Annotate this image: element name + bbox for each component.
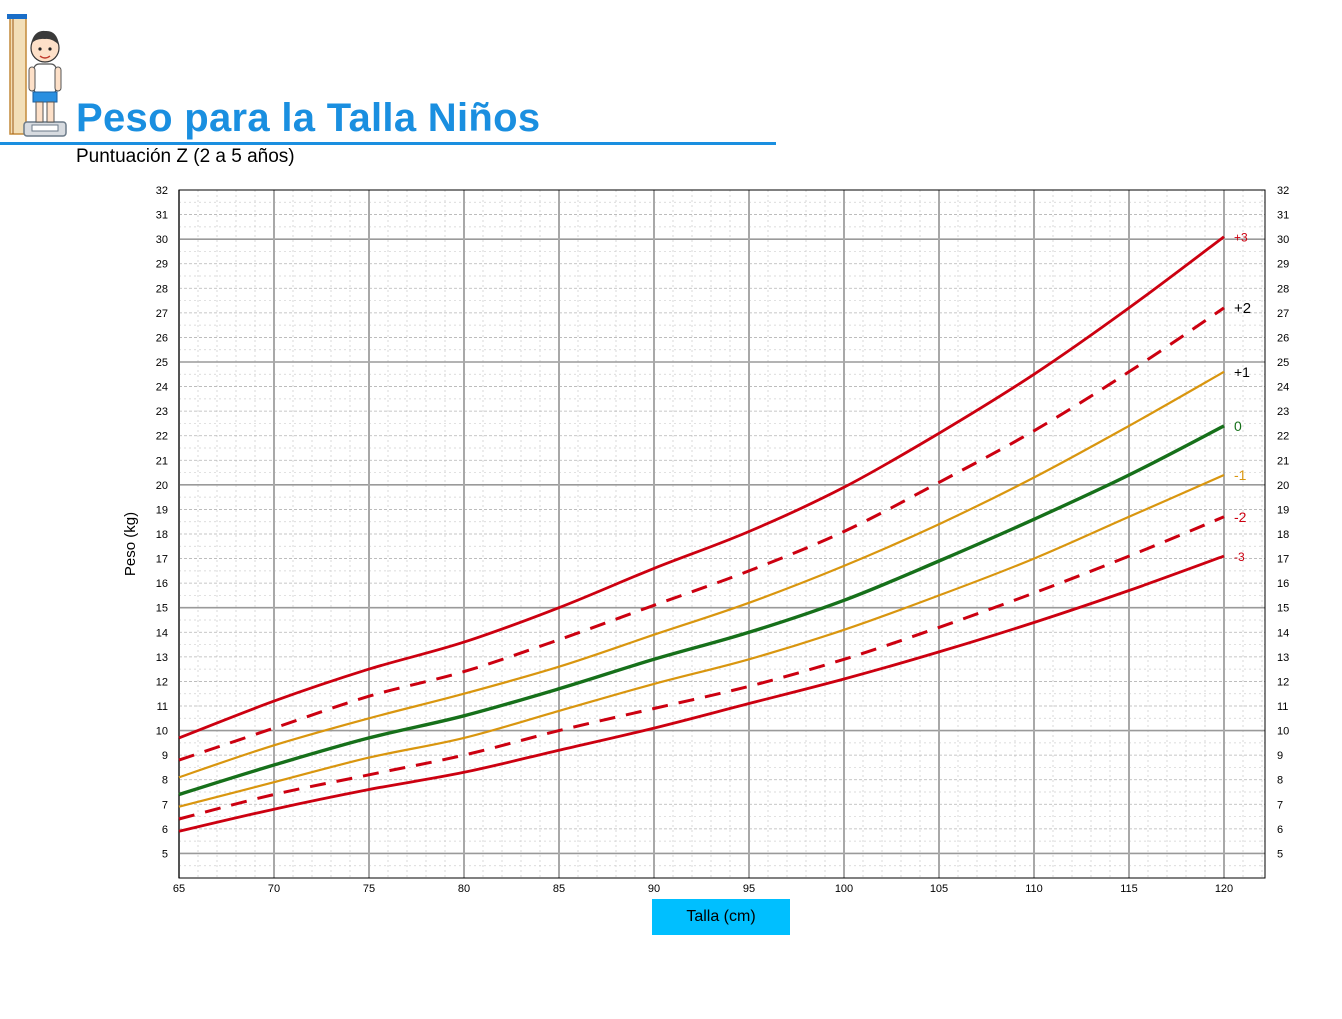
y-tick-label-left: 12 [156,676,168,688]
y-tick-label-left: 8 [162,775,168,787]
y-tick-label-right: 22 [1277,431,1289,443]
y-tick-label-left: 28 [156,283,168,295]
y-tick-label-left: 23 [156,406,168,418]
x-tick-label: 95 [743,883,755,895]
y-tick-label-right: 10 [1277,726,1289,738]
y-tick-label-right: 18 [1277,529,1289,541]
y-tick-label-right: 26 [1277,332,1289,344]
series-line-minus1 [178,473,1225,808]
y-tick-label-right: 15 [1277,603,1289,615]
page-title: Peso para la Talla Niños [76,96,541,140]
y-tick-label-left: 26 [156,332,168,344]
y-tick-label-left: 24 [156,382,168,394]
y-tick-label-left: 29 [156,259,168,271]
y-tick-label-left: 14 [156,627,168,639]
y-tick-label-left: 16 [156,578,168,590]
series-line-minus2 [178,515,1225,821]
x-tick-label: 120 [1215,883,1233,895]
y-tick-label-right: 21 [1277,455,1289,467]
x-tick-label: 115 [1120,883,1138,895]
x-tick-label: 110 [1025,883,1043,895]
y-tick-label-left: 17 [156,554,168,566]
y-tick-label-left: 11 [157,701,168,713]
y-tick-label-right: 12 [1277,676,1289,688]
y-tick-label-right: 25 [1277,357,1289,369]
y-tick-label-left: 21 [156,455,168,467]
series-end-label: 0 [1234,418,1242,434]
curve-end-labels: +3 +2 +1 0 -1 -2 -3 [1234,231,1251,564]
title-underline [0,142,776,145]
y-tick-label-right: 6 [1277,824,1283,836]
y-tick-label-right: 30 [1277,234,1289,246]
series-line-minus3 [178,554,1225,833]
child-on-scale-icon [4,14,70,140]
y-tick-label-right: 9 [1277,750,1283,762]
x-tick-label: 80 [458,883,470,895]
x-axis-label-box: Talla (cm) [652,899,790,935]
series-end-label: +3 [1234,231,1248,245]
y-tick-label-right: 28 [1277,283,1289,295]
y-tick-label-left: 19 [156,504,168,516]
y-tick-label-left: 27 [156,308,168,320]
y-tick-label-right: 32 [1277,185,1289,197]
y-tick-label-right: 27 [1277,308,1289,320]
y-tick-label-right: 8 [1277,775,1283,787]
y-tick-label-left: 9 [162,750,168,762]
y-tick-label-left: 20 [156,480,168,492]
y-tick-label-left: 5 [162,848,168,860]
x-tick-label: 65 [173,883,185,895]
y-axis-label: Peso (kg) [122,512,139,576]
x-tick-label: 105 [930,883,948,895]
x-tick-label: 85 [553,883,565,895]
x-tick-label: 90 [648,883,660,895]
major-grid [178,189,1265,879]
y-tick-label-right: 11 [1277,701,1288,713]
y-tick-label-left: 25 [156,357,168,369]
y-tick-label-right: 5 [1277,848,1283,860]
series-line-plus2 [178,306,1225,762]
y-tick-label-left: 31 [156,210,168,222]
y-tick-label-right: 7 [1277,799,1283,811]
y-tick-label-left: 22 [156,431,168,443]
x-axis-label: Talla (cm) [686,908,756,925]
y-tick-label-left: 6 [162,824,168,836]
page-subtitle: Puntuación Z (2 a 5 años) [76,146,295,167]
y-tick-label-right: 19 [1277,504,1289,516]
y-tick-label-left: 13 [156,652,168,664]
series-end-label: +2 [1234,300,1251,317]
y-tick-label-right: 23 [1277,406,1289,418]
series-line-plus1 [178,370,1225,779]
y-tick-label-right: 20 [1277,480,1289,492]
series-layer [178,235,1225,833]
y-tick-label-left: 18 [156,529,168,541]
plot-frame [178,189,1266,879]
y-tick-label-right: 29 [1277,259,1289,271]
y-tick-label-right: 31 [1277,210,1289,222]
series-line-0 [178,424,1225,797]
x-tick-label: 100 [835,883,853,895]
y-tick-label-right: 16 [1277,578,1289,590]
series-end-label: -3 [1234,550,1245,564]
x-tick-label: 75 [363,883,375,895]
y-tick-label-right: 17 [1277,554,1289,566]
x-tick-label: 70 [268,883,280,895]
y-tick-label-left: 10 [156,726,168,738]
y-tick-label-left: 7 [162,799,168,811]
y-tick-label-right: 14 [1277,627,1289,639]
y-tick-label-right: 13 [1277,652,1289,664]
series-end-label: -1 [1234,467,1247,483]
y-tick-label-left: 32 [156,185,168,197]
series-end-label: +1 [1234,364,1250,380]
y-tick-label-left: 30 [156,234,168,246]
y-tick-label-right: 24 [1277,382,1289,394]
series-line-plus3 [178,235,1225,740]
y-tick-label-left: 15 [156,603,168,615]
series-end-label: -2 [1234,509,1247,525]
